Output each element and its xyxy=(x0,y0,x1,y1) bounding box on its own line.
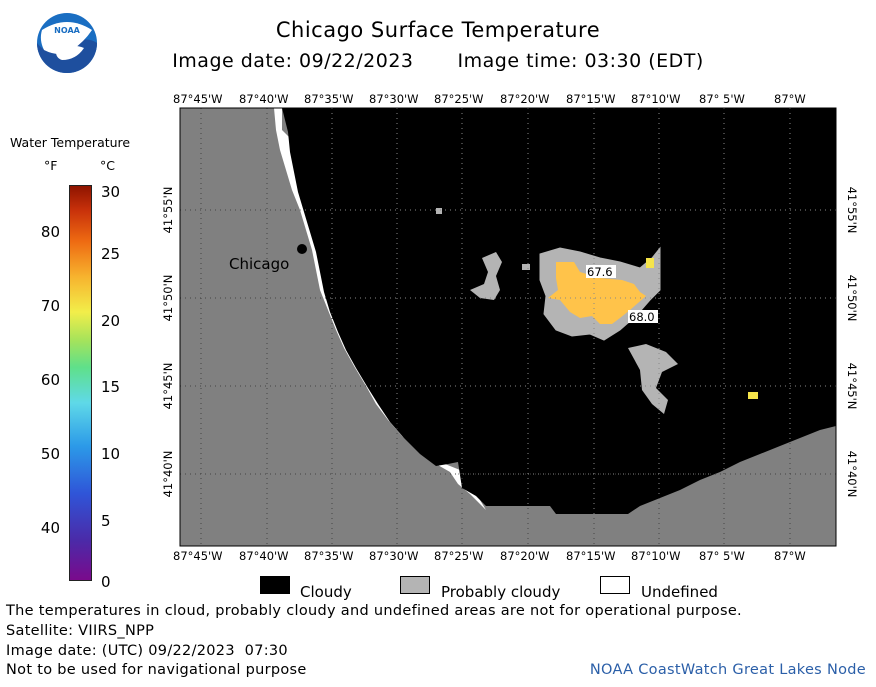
image-time: Image time: 03:30 (EDT) xyxy=(457,50,704,72)
lon-label-bottom: 87°35'W xyxy=(304,549,354,563)
noaa-logo-icon: NOAA xyxy=(37,13,97,73)
colorbar-tick-f: 50 xyxy=(40,445,60,463)
city-label-chicago: Chicago xyxy=(229,255,289,273)
colorbar-tick-c: 20 xyxy=(101,312,121,330)
lon-label-top: 87°45'W xyxy=(173,92,223,106)
lon-label-bottom: 87°15'W xyxy=(566,549,616,563)
lon-label-top: 87°10'W xyxy=(631,92,681,106)
key-label-cloudy: Cloudy xyxy=(300,583,352,601)
lat-label-right: 41°45'N xyxy=(845,362,859,410)
probably-cloudy-patch xyxy=(436,208,442,214)
colorbar-tick-f: 80 xyxy=(40,223,60,241)
key-label-undefined: Undefined xyxy=(641,583,718,601)
image-date: Image date: 09/22/2023 xyxy=(172,50,414,72)
image-datetime-line: Image date: 09/22/2023 Image time: 03:30 … xyxy=(0,50,876,72)
key-swatch-cloudy xyxy=(260,576,290,594)
probably-cloudy-patch xyxy=(522,264,530,270)
footer-satellite: Satellite: VIIRS_NPP xyxy=(6,623,155,639)
warm-water-area xyxy=(748,392,758,399)
colorbar-tick-f: 60 xyxy=(40,371,60,389)
lon-label-bottom: 87°40'W xyxy=(239,549,289,563)
warm-water-area xyxy=(646,258,654,268)
probably-cloudy-patch xyxy=(628,344,678,414)
colorbar-tick-c: 10 xyxy=(101,445,121,463)
colorbar-tick-f: 70 xyxy=(40,297,60,315)
colorbar-tick-f: 40 xyxy=(40,519,60,537)
lon-label-top: 87°15'W xyxy=(566,92,616,106)
key-label-probably-cloudy: Probably cloudy xyxy=(441,583,561,601)
lat-label-right: 41°50'N xyxy=(845,274,859,322)
lon-label-top: 87°25'W xyxy=(434,92,484,106)
legend-unit-celsius: °C xyxy=(100,158,115,173)
lat-label-right: 41°55'N xyxy=(845,186,859,234)
legend-unit-fahrenheit: °F xyxy=(44,158,58,173)
lat-label-left: 41°55'N xyxy=(161,186,175,234)
temp-label-1: 67.6 xyxy=(587,265,613,279)
key-swatch-probably-cloudy xyxy=(400,576,430,594)
lat-label-left: 41°45'N xyxy=(161,362,175,410)
legend-title: Water Temperature xyxy=(10,135,131,150)
chicago-city-marker xyxy=(297,244,307,254)
map-frame xyxy=(179,107,837,547)
footer-nav-warning: Not to be used for navigational purpose xyxy=(6,662,307,678)
lon-label-bottom: 87°30'W xyxy=(369,549,419,563)
lat-label-left: 41°50'N xyxy=(161,274,175,322)
lon-label-bottom: 87°10'W xyxy=(631,549,681,563)
lon-label-top: 87°35'W xyxy=(304,92,354,106)
footer-disclaimer: The temperatures in cloud, probably clou… xyxy=(6,603,742,619)
colorbar-tick-c: 30 xyxy=(101,183,121,201)
lon-label-top: 87°20'W xyxy=(500,92,550,106)
footer-credit: NOAA CoastWatch Great Lakes Node xyxy=(589,662,866,678)
colorbar-tick-c: 15 xyxy=(101,378,121,396)
logo-text: NOAA xyxy=(54,26,80,35)
colorbar-tick-c: 0 xyxy=(101,573,111,591)
probably-cloudy-patch xyxy=(470,252,502,300)
lat-label-left: 41°40'N xyxy=(161,450,175,498)
temp-label-2: 68.0 xyxy=(629,310,655,324)
page-title: Chicago Surface Temperature xyxy=(275,18,601,42)
lat-label-right: 41°40'N xyxy=(845,450,859,498)
lon-label-bottom: 87°W xyxy=(774,549,806,563)
lon-label-top: 87°40'W xyxy=(239,92,289,106)
lon-label-top: 87° 5'W xyxy=(699,92,745,106)
key-swatch-undefined xyxy=(600,576,630,594)
colorbar-tick-c: 25 xyxy=(101,245,121,263)
lon-label-bottom: 87° 5'W xyxy=(699,549,745,563)
warm-water-area xyxy=(548,262,646,324)
colorbar-tick-c: 5 xyxy=(101,512,111,530)
lon-label-bottom: 87°20'W xyxy=(500,549,550,563)
lon-label-bottom: 87°25'W xyxy=(434,549,484,563)
temperature-colorbar xyxy=(69,185,92,581)
lon-label-top: 87°30'W xyxy=(369,92,419,106)
lon-label-bottom: 87°45'W xyxy=(173,549,223,563)
lon-label-top: 87°W xyxy=(774,92,806,106)
footer-utc-date: Image date: (UTC) 09/22/2023 07:30 xyxy=(6,643,288,659)
